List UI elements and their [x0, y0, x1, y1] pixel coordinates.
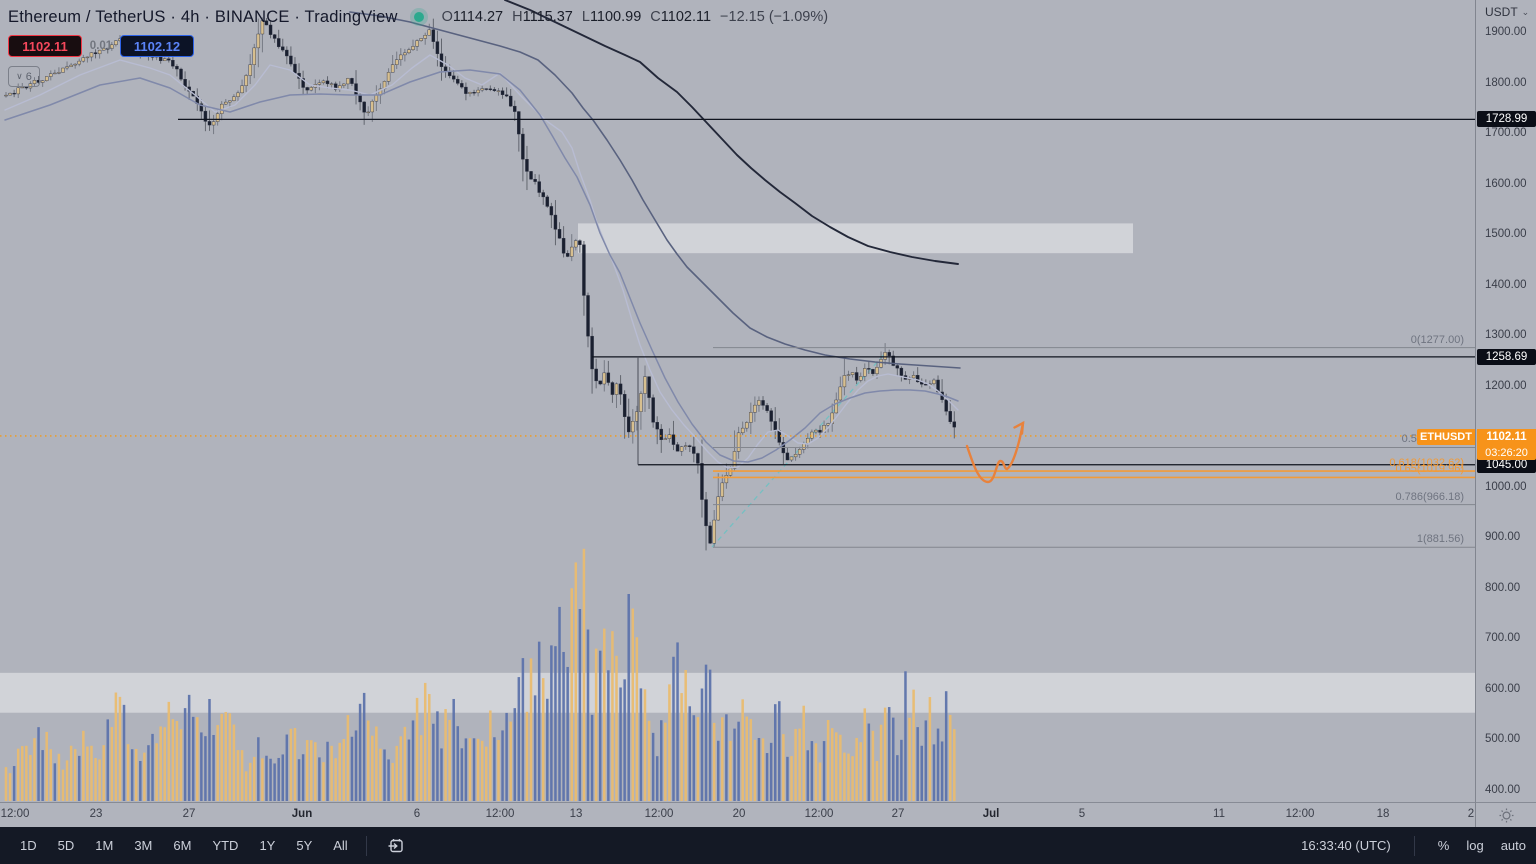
time-tick-label: 6: [413, 808, 421, 820]
time-tick-label: 18: [1376, 808, 1390, 820]
chart-plot: [0, 0, 1475, 801]
fib-label-0.65: 0.65(1019.96): [1395, 463, 1465, 476]
range-button-1d[interactable]: 1D: [20, 838, 37, 853]
connection-status-icon: [413, 12, 424, 22]
bid-ask-row: 1102.11 0.01 1102.12: [8, 35, 828, 57]
price-axis[interactable]: USDT ⌄ 1900.00 1800.00 1700.00 1600.00 1500.0…: [1475, 0, 1536, 802]
toolbar-divider: [365, 835, 367, 856]
zone-rectangles: [0, 223, 1475, 713]
fib-label-1: 1(881.56): [1416, 533, 1464, 546]
auto-scale-button[interactable]: auto: [1500, 838, 1526, 853]
currency-dropdown[interactable]: USDT ⌄: [1485, 5, 1530, 19]
log-scale-button[interactable]: log: [1466, 838, 1484, 853]
clock-utc[interactable]: 16:33:40 (UTC): [1301, 838, 1391, 853]
price-tick-label: 1400.00: [1485, 278, 1527, 291]
time-tick-label: 23: [89, 808, 103, 820]
price-level-label: 1728.99: [1477, 111, 1536, 128]
candle-bodies: [4, 20, 957, 544]
time-tick-label: 20: [732, 808, 746, 820]
price-tick-label: 1300.00: [1485, 329, 1527, 341]
object-count: 6: [25, 70, 32, 83]
price-tick-label: 1000.00: [1485, 480, 1527, 493]
ma-fast: [4, 54, 959, 469]
time-tick-label: 5: [1078, 808, 1086, 820]
time-tick-label: 12:00: [0, 808, 30, 820]
range-button-all[interactable]: All: [333, 838, 348, 853]
go-to-date-icon[interactable]: [386, 836, 406, 856]
chart-canvas[interactable]: Ethereum / TetherUS · 4h · BINANCE · Tra…: [0, 0, 1475, 802]
ma-slow: [349, 11, 961, 369]
price-tick-label: 400.00: [1485, 783, 1521, 796]
projection-arrow: [965, 421, 1025, 484]
object-tree-toggle[interactable]: ∨ 6: [8, 66, 40, 87]
fib-label-0.786: 0.786(966.18): [1395, 490, 1465, 503]
chart-legend: Ethereum / TetherUS · 4h · BINANCE · Tra…: [8, 6, 828, 87]
ohlc-readout: O1114.27 H1115.37 L1100.99 C1102.11 −12.15 (…: [441, 9, 829, 25]
bar-countdown: 03:26:20: [1477, 445, 1536, 460]
time-tick-label: 11: [1213, 808, 1225, 820]
ma-slowest: [504, 0, 959, 265]
price-tick-label: 900.00: [1485, 531, 1521, 543]
range-button-3m[interactable]: 3M: [134, 838, 153, 853]
toolbar-divider: [1413, 835, 1415, 856]
time-tick-label: 27: [891, 808, 905, 820]
price-tick-label: 1600.00: [1485, 177, 1527, 190]
buy-button[interactable]: 1102.12: [120, 35, 194, 57]
time-tick-label: 12:00: [644, 808, 674, 820]
axis-corner: [1475, 802, 1536, 828]
change-value: −12.15 (−1.09%): [720, 9, 829, 25]
chevron-down-icon: ⌄: [1521, 6, 1530, 17]
theme-sun-icon[interactable]: [1498, 807, 1515, 824]
range-button-5y[interactable]: 5Y: [296, 838, 313, 853]
last-price-label: 1102.11: [1477, 429, 1536, 445]
percent-scale-button[interactable]: %: [1437, 838, 1450, 853]
price-tick-label: 800.00: [1485, 581, 1521, 594]
range-button-1m[interactable]: 1M: [95, 838, 114, 853]
time-tick-label: 12:00: [1285, 808, 1315, 820]
time-tick-label: 12:00: [804, 808, 834, 820]
ma-mid: [4, 69, 959, 463]
time-tick-label: Jul: [982, 808, 1000, 820]
time-tick-label: 27: [182, 808, 196, 820]
bottom-toolbar: 1D 5D 1M 3M 6M YTD 1Y 5Y All 16:33:40 (UTC) % lo…: [0, 827, 1536, 864]
price-tick-label: 1700.00: [1485, 127, 1527, 139]
price-tick-label: 1800.00: [1485, 76, 1527, 89]
price-tick-label: 1200.00: [1485, 379, 1527, 392]
time-tick-label: 13: [569, 808, 583, 820]
price-tick-label: 1900.00: [1485, 26, 1527, 38]
price-tick-label: 1500.00: [1485, 228, 1527, 240]
fib-label-0.618: 0.618(1032.62): [1389, 457, 1464, 470]
range-button-6m[interactable]: 6M: [173, 838, 192, 853]
projection-arrowhead: [1013, 420, 1025, 435]
spread-value: 0.01: [89, 40, 113, 52]
price-tick-label: 500.00: [1485, 733, 1521, 745]
time-tick-label: 12:00: [485, 808, 515, 820]
time-tick-label: 2: [1467, 808, 1475, 820]
volume-bars: [4, 548, 956, 801]
chevron-down-icon: ∨: [16, 71, 23, 81]
range-button-1y[interactable]: 1Y: [259, 838, 276, 853]
range-button-ytd[interactable]: YTD: [212, 838, 239, 853]
symbol-title[interactable]: Ethereum / TetherUS · 4h · BINANCE · Tra…: [8, 7, 398, 26]
price-level-label: 1258.69: [1477, 348, 1536, 365]
range-button-5d[interactable]: 5D: [57, 838, 75, 853]
price-tag-symbol: ETHUSDT: [1417, 429, 1475, 445]
price-level-label: 1045.00: [1477, 456, 1536, 473]
fib-label-0: 0(1277.00): [1410, 333, 1464, 346]
price-tick-label: 600.00: [1485, 682, 1521, 695]
time-tick-label: Jun: [291, 808, 313, 820]
sell-button[interactable]: 1102.11: [8, 35, 82, 57]
time-axis[interactable]: 12:00 23 27 Jun 6 12:00 13 12:00 20 12:00 27 Jul 5 11…: [0, 802, 1475, 828]
price-tick-label: 700.00: [1485, 632, 1521, 644]
